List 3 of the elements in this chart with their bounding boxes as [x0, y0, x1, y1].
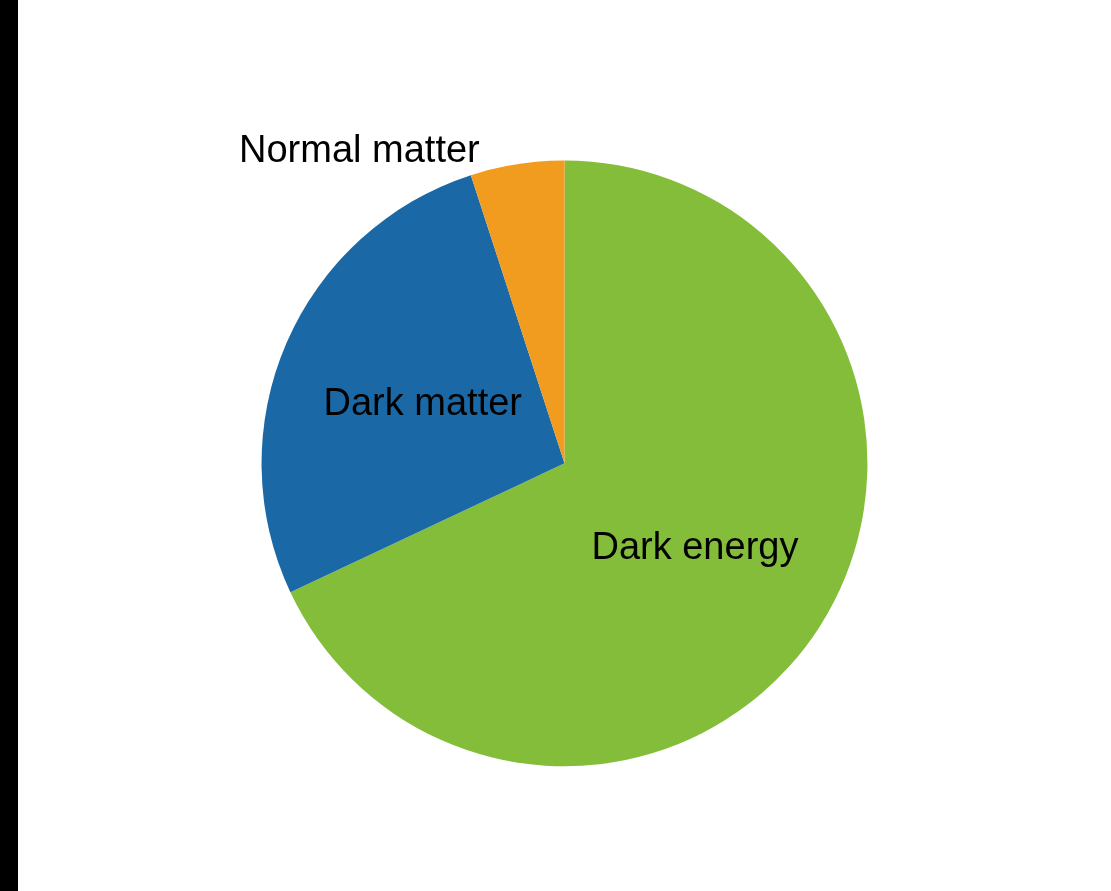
slice-label: Dark matter	[323, 380, 523, 423]
slice-label: Dark energy	[591, 525, 799, 568]
slice-label: Normal matter	[239, 128, 481, 171]
